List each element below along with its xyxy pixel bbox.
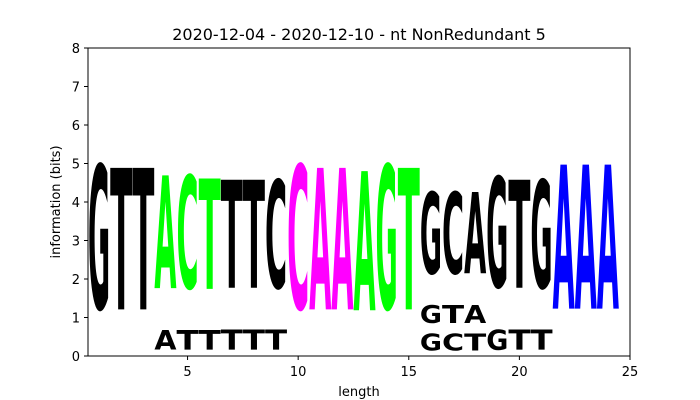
- logo-letter-t: T: [442, 300, 465, 329]
- logo-letter-a: A: [331, 129, 353, 356]
- logo-letter-g: G: [486, 146, 508, 323]
- y-tick-label: 8: [72, 42, 80, 57]
- y-tick-label: 7: [72, 81, 80, 96]
- logo-letter-a: A: [353, 134, 375, 356]
- logo-letter-t: T: [221, 324, 243, 356]
- logo-letter-t: T: [508, 324, 530, 356]
- y-tick-label: 5: [72, 158, 80, 173]
- logo-letter-a: A: [575, 127, 597, 357]
- logo-letter-a: A: [154, 146, 176, 325]
- x-tick-label: 15: [401, 365, 418, 380]
- logo-letter-g: G: [420, 329, 442, 356]
- logo-letter-c: C: [442, 330, 464, 357]
- logo-letter-t: T: [132, 129, 154, 355]
- x-tick-label: 25: [622, 365, 639, 380]
- logo-letter-g: G: [486, 325, 508, 357]
- logo-letter-a: A: [309, 129, 331, 356]
- x-tick-label: 10: [290, 365, 307, 380]
- y-tick-label: 3: [72, 235, 80, 250]
- logo-letter-g: G: [530, 151, 552, 324]
- logo-letter-c: C: [176, 146, 198, 325]
- logo-letter-c: C: [265, 152, 287, 324]
- logo-letter-t: T: [530, 324, 552, 356]
- logo-letter-g: G: [88, 126, 110, 356]
- y-tick-label: 2: [72, 273, 80, 288]
- logo-letter-g: G: [376, 126, 398, 356]
- chart-title: 2020-12-04 - 2020-12-10 - nt NonRedundan…: [172, 25, 546, 44]
- y-axis-label: information (bits): [49, 145, 64, 258]
- logo-letter-t: T: [265, 324, 287, 356]
- logo-letter-t: T: [243, 324, 265, 356]
- logo-letter-a: A: [464, 301, 486, 330]
- logo-letter-a: A: [154, 327, 177, 357]
- x-axis-label: length: [338, 385, 379, 400]
- y-axis: 0 1 2 3 4 5 6 7 8: [72, 42, 88, 365]
- y-tick-label: 0: [72, 350, 80, 365]
- logo-letter-a: A: [553, 127, 575, 357]
- logo-letter-t: T: [199, 326, 221, 356]
- logo-letter-t: T: [221, 152, 243, 323]
- logo-letter-c: C: [287, 127, 309, 356]
- logo-letter-g: G: [420, 301, 442, 330]
- logo-letter-t: T: [199, 148, 221, 325]
- logo-letter-t: T: [176, 326, 198, 356]
- logo-letter-t: T: [243, 152, 265, 323]
- logo-letter-t: T: [398, 129, 420, 355]
- logo-letter-t: T: [464, 329, 487, 356]
- x-axis: 5 10 15 20 25: [183, 356, 638, 380]
- logo-letter-a: A: [464, 171, 486, 301]
- x-tick-label: 5: [183, 365, 191, 380]
- logo-letter-g: G: [420, 170, 442, 301]
- y-tick-label: 6: [72, 119, 80, 134]
- x-tick-label: 20: [511, 365, 528, 380]
- logo-letter-t: T: [110, 129, 132, 355]
- y-tick-label: 1: [72, 312, 80, 327]
- logo-letter-c: C: [442, 171, 464, 301]
- logo-letter-t: T: [508, 152, 530, 323]
- y-tick-label: 4: [72, 196, 80, 211]
- logo-letter-a: A: [597, 127, 619, 357]
